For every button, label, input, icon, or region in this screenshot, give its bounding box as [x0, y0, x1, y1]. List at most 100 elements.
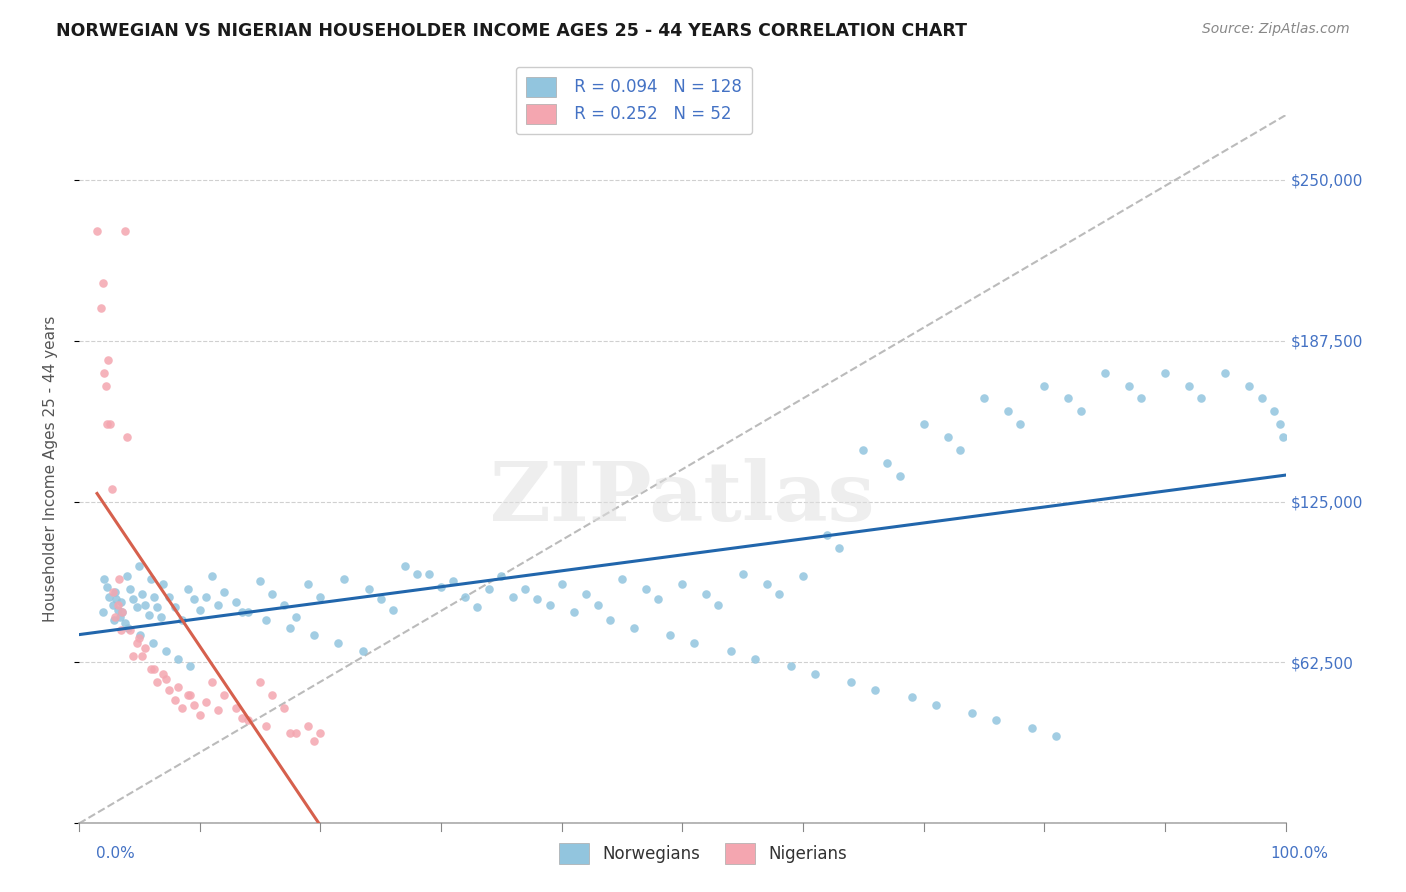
Point — [297, 577, 319, 591]
Point — [101, 584, 124, 599]
Point — [155, 672, 177, 686]
Point — [207, 598, 229, 612]
Point — [273, 700, 295, 714]
Point — [1069, 404, 1091, 418]
Point — [1189, 392, 1212, 406]
Point — [610, 572, 633, 586]
Point — [418, 566, 440, 581]
Point — [599, 613, 621, 627]
Point — [960, 706, 983, 720]
Point — [91, 605, 114, 619]
Point — [115, 430, 138, 444]
Point — [1154, 366, 1177, 380]
Point — [159, 590, 181, 604]
Point — [98, 417, 121, 432]
Point — [1263, 404, 1285, 418]
Point — [1129, 392, 1152, 406]
Point — [131, 648, 153, 663]
Point — [142, 636, 165, 650]
Point — [125, 600, 148, 615]
Point — [454, 590, 477, 604]
Point — [647, 592, 669, 607]
Point — [984, 714, 1007, 728]
Point — [115, 569, 138, 583]
Point — [1178, 378, 1201, 392]
Point — [502, 590, 524, 604]
Point — [179, 659, 201, 673]
Point — [254, 613, 277, 627]
Point — [142, 590, 165, 604]
Point — [108, 610, 131, 624]
Point — [925, 698, 948, 712]
Point — [828, 541, 851, 555]
Point — [936, 430, 959, 444]
Point — [236, 605, 259, 619]
Point — [304, 734, 326, 748]
Text: 0.0%: 0.0% — [96, 847, 135, 861]
Point — [107, 603, 129, 617]
Point — [370, 592, 392, 607]
Point — [1021, 721, 1043, 735]
Point — [755, 577, 778, 591]
Point — [285, 726, 308, 740]
Point — [441, 574, 464, 589]
Legend: Norwegians, Nigerians: Norwegians, Nigerians — [553, 837, 853, 871]
Point — [114, 224, 136, 238]
Point — [744, 651, 766, 665]
Point — [768, 587, 790, 601]
Point — [1057, 392, 1080, 406]
Point — [107, 598, 129, 612]
Point — [122, 592, 145, 607]
Point — [328, 636, 350, 650]
Point — [122, 648, 145, 663]
Point — [103, 613, 125, 627]
Point — [183, 592, 205, 607]
Point — [138, 607, 160, 622]
Point — [731, 566, 754, 581]
Point — [1213, 366, 1236, 380]
Point — [207, 703, 229, 717]
Point — [852, 442, 875, 457]
Point — [997, 404, 1019, 418]
Point — [285, 610, 308, 624]
Point — [165, 600, 187, 615]
Point — [152, 577, 174, 591]
Point — [309, 726, 332, 740]
Point — [231, 711, 253, 725]
Point — [111, 605, 134, 619]
Point — [720, 644, 742, 658]
Point — [114, 615, 136, 630]
Point — [352, 644, 374, 658]
Point — [155, 644, 177, 658]
Point — [128, 558, 150, 573]
Point — [249, 674, 271, 689]
Point — [465, 600, 488, 615]
Point — [90, 301, 112, 316]
Point — [93, 572, 115, 586]
Point — [357, 582, 380, 596]
Point — [900, 690, 922, 705]
Point — [104, 584, 127, 599]
Point — [176, 688, 198, 702]
Point — [111, 605, 134, 619]
Point — [94, 378, 117, 392]
Point — [683, 636, 706, 650]
Text: ZIPatlas: ZIPatlas — [489, 458, 875, 538]
Point — [141, 572, 163, 586]
Point — [562, 605, 585, 619]
Point — [225, 595, 247, 609]
Point — [278, 726, 301, 740]
Point — [973, 392, 995, 406]
Point — [780, 659, 803, 673]
Point — [623, 621, 645, 635]
Point — [118, 582, 141, 596]
Point — [117, 621, 139, 635]
Point — [1268, 417, 1291, 432]
Point — [170, 700, 193, 714]
Point — [212, 584, 235, 599]
Point — [865, 682, 887, 697]
Point — [1094, 366, 1116, 380]
Point — [1010, 417, 1032, 432]
Point — [1272, 430, 1295, 444]
Point — [949, 442, 972, 457]
